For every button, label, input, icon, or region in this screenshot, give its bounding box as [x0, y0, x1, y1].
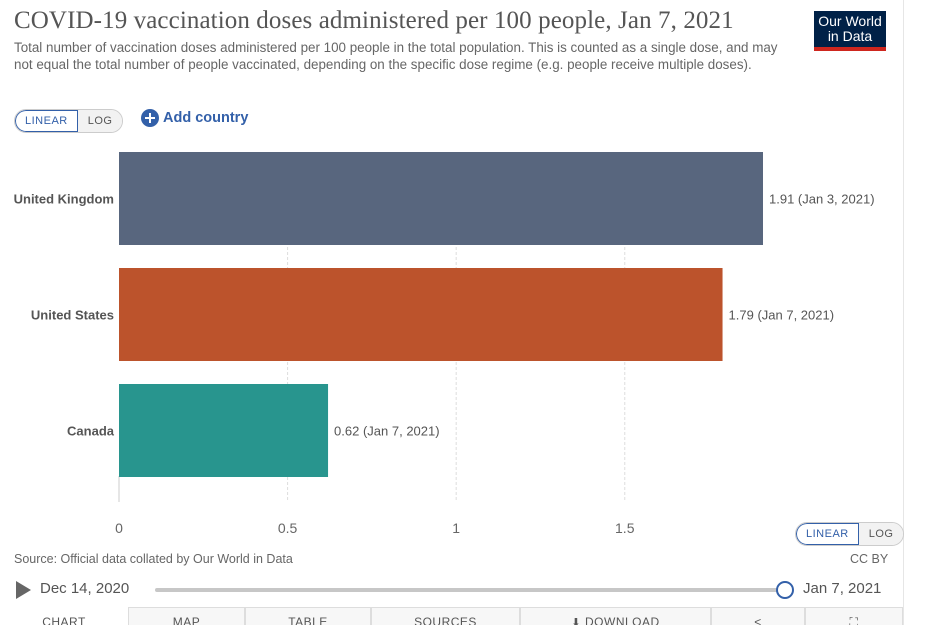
- tab-download-label: DOWNLOAD: [585, 615, 660, 625]
- linear-scale-button[interactable]: LINEAR: [15, 110, 78, 132]
- chart-subtitle: Total number of vaccination doses admini…: [14, 40, 778, 72]
- add-country-button[interactable]: Add country: [141, 109, 248, 127]
- source-note[interactable]: Source: Official data collated by Our Wo…: [14, 552, 293, 566]
- license-link[interactable]: CC BY: [850, 552, 889, 566]
- logo-line-1: Our World: [818, 13, 882, 29]
- bar: [119, 268, 723, 361]
- x-tick-label: 0: [115, 520, 123, 536]
- category-label: United States: [31, 308, 114, 323]
- linear-scale-button-bottom[interactable]: LINEAR: [796, 523, 859, 545]
- value-label: 0.62 (Jan 7, 2021): [334, 424, 440, 439]
- timeline-slider-handle[interactable]: [776, 581, 794, 599]
- tab-table[interactable]: TABLE: [245, 607, 371, 625]
- value-label: 1.79 (Jan 7, 2021): [729, 308, 835, 323]
- add-country-label: Add country: [163, 110, 249, 126]
- log-scale-button[interactable]: LOG: [77, 110, 123, 132]
- value-label: 1.91 (Jan 3, 2021): [769, 192, 875, 207]
- grapher-frame: COVID-19 vaccination doses administered …: [0, 0, 905, 625]
- tab-chart[interactable]: CHART: [0, 607, 128, 625]
- bar-chart: 0 0.5 1 1.5 United Kingdom 1.91 (Jan 3, 2021)…: [14, 152, 875, 536]
- fullscreen-icon: ⛶: [849, 615, 859, 625]
- scale-toggle-top: LINEAR LOG: [14, 109, 124, 133]
- bar: [119, 384, 329, 477]
- tab-share[interactable]: <: [711, 607, 805, 625]
- timeline-start-date: Dec 14, 2020: [40, 580, 130, 597]
- timeline-slider-track[interactable]: [155, 588, 785, 592]
- timeline-end-date: Jan 7, 2021: [803, 580, 882, 597]
- logo-line-2: in Data: [827, 28, 873, 44]
- scale-toggle-bottom: LINEAR LOG: [795, 522, 905, 546]
- log-scale-button-bottom[interactable]: LOG: [858, 523, 904, 545]
- tab-bar: CHART MAP TABLE SOURCES ⬇ DOWNLOAD < ⛶: [0, 607, 903, 625]
- timeline: Dec 14, 2020 Jan 7, 2021: [14, 578, 894, 602]
- tab-map[interactable]: MAP: [128, 607, 245, 625]
- page-gutter: [904, 0, 934, 625]
- chart-title: COVID-19 vaccination doses administered …: [14, 7, 734, 34]
- category-label: Canada: [67, 424, 115, 439]
- tab-download[interactable]: ⬇ DOWNLOAD: [520, 607, 711, 625]
- bar: [119, 152, 763, 245]
- x-tick-label: 1.5: [615, 520, 635, 536]
- plus-circle-icon: [141, 109, 159, 127]
- download-icon: ⬇: [571, 617, 582, 625]
- x-tick-label: 0.5: [278, 520, 298, 536]
- play-icon[interactable]: [16, 581, 31, 599]
- tab-sources[interactable]: SOURCES: [371, 607, 520, 625]
- category-label: United Kingdom: [14, 192, 114, 207]
- owid-logo[interactable]: Our World in Data: [814, 11, 886, 51]
- tab-fullscreen[interactable]: ⛶: [805, 607, 903, 625]
- share-icon: <: [754, 615, 762, 625]
- x-tick-label: 1: [452, 520, 460, 536]
